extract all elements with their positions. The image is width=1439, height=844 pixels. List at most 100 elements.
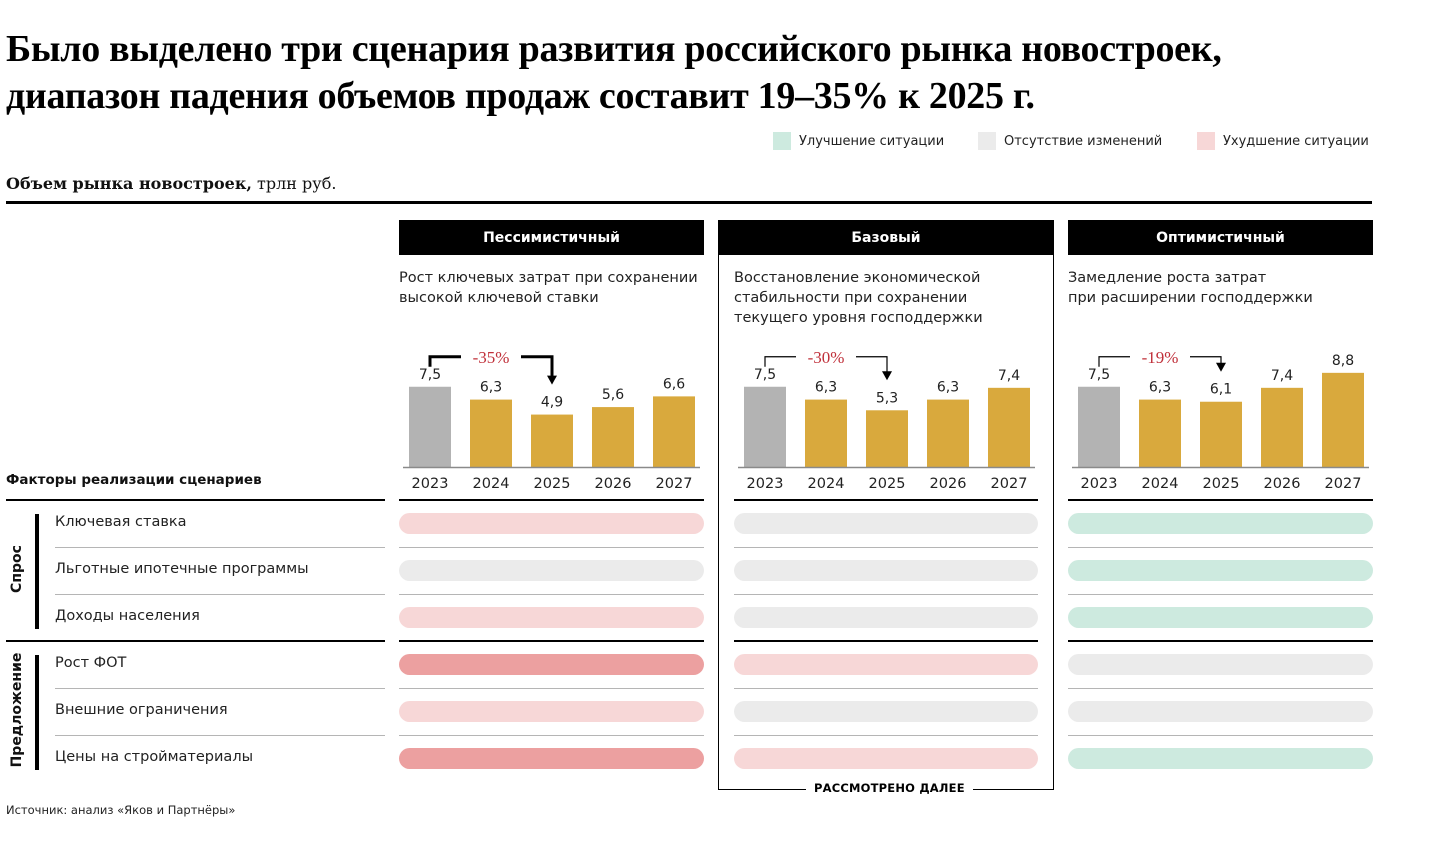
group-divider: [734, 499, 1038, 501]
row-divider: [734, 735, 1038, 736]
legend-swatch-worse: [1197, 132, 1215, 150]
year-label-2023: 2023: [412, 476, 449, 492]
year-label-2026: 2026: [595, 476, 632, 492]
chart-subtitle: Объем рынка новостроек, трлн руб.: [6, 174, 336, 193]
row-divider: [734, 547, 1038, 548]
bar-2025: [531, 414, 573, 467]
group-divider: [1068, 640, 1373, 642]
legend-label-none: Отсутствие изменений: [1004, 133, 1163, 149]
factor-label: Льготные ипотечные программы: [55, 561, 309, 577]
legend-item-worse: Ухудшение ситуации: [1197, 131, 1369, 151]
scenario-header-pessimistic: Пессимистичный: [399, 220, 704, 255]
year-label-2023: 2023: [747, 476, 784, 492]
base-scenario-caption: РАССМОТРЕНО ДАЛЕЕ: [806, 781, 973, 795]
subtitle-bold: Объем рынка новостроек,: [6, 174, 252, 193]
bar-2025: [1200, 401, 1242, 467]
group-divider: [734, 640, 1038, 642]
change-annotation: -19%: [1142, 348, 1179, 367]
group-label-1: Предложение: [9, 652, 25, 767]
bar-2027: [1322, 372, 1364, 467]
legend-label-improve: Улучшение ситуации: [799, 133, 945, 149]
factor-label: Рост ФОТ: [55, 655, 127, 671]
bracket-left: [764, 356, 796, 367]
status-pill-improve: [1068, 748, 1373, 769]
value-label-2025: 5,3: [876, 390, 898, 406]
status-pill-worse: [399, 701, 704, 722]
status-pill-worse: [734, 748, 1038, 769]
bar-2026: [927, 399, 969, 467]
value-label-2023: 7,5: [754, 367, 776, 383]
bar-2023: [1078, 386, 1120, 467]
bracket-left: [1098, 356, 1130, 367]
year-label-2027: 2027: [1325, 476, 1362, 492]
source-note: Источник: анализ «Яков и Партнёры»: [6, 803, 236, 817]
arrow-down-icon: [1216, 362, 1226, 372]
year-label-2025: 2025: [534, 476, 571, 492]
bar-2027: [653, 396, 695, 467]
value-label-2023: 7,5: [419, 367, 441, 383]
scenario-header-base: Базовый: [718, 220, 1054, 255]
arrow-down-icon: [547, 375, 557, 385]
value-label-2026: 7,4: [1271, 368, 1293, 384]
bar-2026: [592, 407, 634, 467]
legend-item-improve: Улучшение ситуации: [773, 131, 944, 151]
legend-item-none: Отсутствие изменений: [978, 131, 1162, 151]
status-pill-worse: [734, 654, 1038, 675]
value-label-2025: 6,1: [1210, 382, 1232, 398]
bar-2027: [988, 387, 1030, 467]
row-divider: [1068, 547, 1373, 548]
group-divider: [6, 640, 385, 642]
row-divider: [1068, 594, 1373, 595]
value-label-2025: 4,9: [541, 395, 563, 411]
row-divider: [55, 688, 385, 689]
group-divider: [399, 640, 704, 642]
row-divider: [55, 547, 385, 548]
bracket-left: [428, 355, 461, 367]
row-divider: [399, 547, 704, 548]
year-label-2023: 2023: [1081, 476, 1118, 492]
status-pill-improve: [1068, 560, 1373, 581]
status-pill-improve: [1068, 607, 1373, 628]
row-divider: [734, 594, 1038, 595]
subtitle-unit: трлн руб.: [251, 174, 337, 193]
status-pill-none: [1068, 654, 1373, 675]
year-label-2025: 2025: [1203, 476, 1240, 492]
title-line-2: диапазон падения объемов продаж составит…: [6, 75, 1035, 117]
year-label-2027: 2027: [991, 476, 1028, 492]
legend-label-worse: Ухудшение ситуации: [1223, 133, 1369, 149]
value-label-2027: 6,6: [663, 376, 685, 392]
top-divider: [6, 201, 1372, 204]
group-divider: [6, 499, 385, 501]
group-bracket: [35, 514, 39, 629]
year-label-2027: 2027: [656, 476, 693, 492]
factor-label: Внешние ограничения: [55, 702, 228, 718]
group-label-0: Спрос: [9, 544, 25, 593]
year-label-2024: 2024: [1142, 476, 1179, 492]
year-label-2026: 2026: [1264, 476, 1301, 492]
legend-swatch-improve: [773, 132, 791, 150]
scenario-description-optimistic: Замедление роста затрат при расширении г…: [1068, 270, 1313, 306]
bracket-right: [1190, 356, 1222, 364]
scenario-column-optimistic: Оптимистичный Замедление роста затрат пр…: [1068, 220, 1373, 306]
group-divider: [1068, 499, 1373, 501]
status-pill-strongly_worse: [399, 654, 704, 675]
page-title: Было выделено три сценария развития росс…: [6, 26, 1426, 120]
status-pill-none: [734, 607, 1038, 628]
arrow-down-icon: [882, 371, 892, 381]
row-divider: [55, 594, 385, 595]
status-pill-none: [734, 513, 1038, 534]
legend-swatch-none: [978, 132, 996, 150]
group-divider: [399, 499, 704, 501]
row-divider: [399, 735, 704, 736]
value-label-2024: 6,3: [1149, 380, 1171, 396]
scenario-description-base: Восстановление экономической стабильност…: [734, 270, 983, 326]
value-label-2026: 6,3: [937, 380, 959, 396]
bar-2024: [470, 399, 512, 467]
scenario-column-base: Базовый Восстановление экономической ста…: [718, 220, 1054, 326]
group-bracket: [35, 655, 39, 770]
value-label-2027: 8,8: [1332, 353, 1354, 369]
value-label-2024: 6,3: [480, 380, 502, 396]
bar-2024: [1139, 399, 1181, 467]
scenario-column-pessimistic: Пессимистичный Рост ключевых затрат при …: [399, 220, 704, 306]
status-pill-none: [399, 560, 704, 581]
